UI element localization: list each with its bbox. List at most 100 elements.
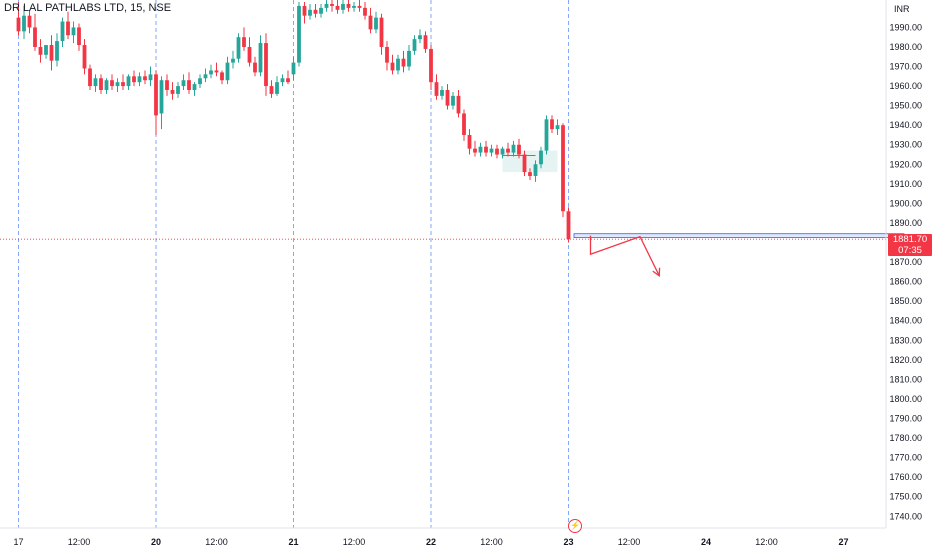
price-tick-label: 1920.00 [889,159,922,169]
candle [242,27,246,51]
price-tick-label: 1960.00 [889,81,922,91]
candle [214,62,219,77]
candle [297,2,301,67]
time-axis[interactable]: 17 12:00 20 12:00 21 12:00 22 12:00 23 12:00 24 12:… [13,537,848,547]
candle [451,91,455,110]
projection-layer[interactable] [589,235,661,277]
candle-body [385,46,389,63]
candle-body [33,27,37,47]
candle-body [566,211,571,240]
candle-body [357,5,362,8]
price-tick-label: 1900.00 [889,198,922,208]
candle [110,74,114,90]
candle-body [126,76,131,87]
candle-body [539,150,543,165]
candle [27,9,32,34]
candle-body [346,3,351,8]
candle-body [110,80,114,87]
price-tick-label: 1800.00 [889,394,922,404]
time-tick-label: 12:00 [68,537,91,547]
candle-body [286,78,290,83]
candle-body [324,3,329,8]
candle-body [550,119,554,130]
candle-body [302,5,307,16]
price-tick-label: 1830.00 [889,335,922,345]
candle [445,84,450,110]
price-tick-label: 1950.00 [889,101,922,111]
candle-body [181,80,186,87]
candle-body [77,27,81,46]
candle [363,2,367,20]
candle-body [93,78,98,87]
candle-body [269,86,274,94]
price-tick-label: 1860.00 [889,277,922,287]
candle-body [528,172,532,177]
candle [566,207,571,243]
candle-body [308,9,312,16]
candle [434,74,439,100]
candle-body [330,3,334,6]
candle [401,50,406,73]
candle-body [533,164,538,177]
lightning-icon[interactable]: ⚡ [568,519,582,533]
candle-body [49,45,54,61]
candle [126,74,131,90]
candle [154,70,158,135]
candle [165,74,169,96]
candle-body [27,15,32,28]
price-tick-label: 1760.00 [889,472,922,482]
candle [159,76,164,130]
time-tick-label: 21 [288,537,298,547]
candle [473,140,477,157]
candle [313,3,318,18]
time-tick-label: 17 [13,537,23,547]
candle-body [88,68,92,87]
candle-body [71,27,76,36]
projection-arrow [589,235,660,277]
candle [550,115,554,134]
candle-body [258,43,263,73]
candle [517,138,521,159]
candle-body [363,7,367,16]
candle-body [137,76,142,83]
candle [368,7,373,34]
candle [319,3,323,18]
candle [341,0,345,14]
last-price-badge: 1881.70 07:35 [888,234,932,256]
candle-body [143,76,147,81]
candle-body [187,80,191,90]
candle [396,54,400,75]
candle [132,70,136,87]
time-tick-label: 22 [426,537,436,547]
candle-body [132,76,136,83]
time-tick-label: 27 [838,537,848,547]
candle-body [253,62,257,73]
candle-body [456,95,461,114]
candle-body [352,5,356,8]
currency-label: INR [894,4,910,14]
candle [533,160,538,182]
candle [115,78,120,92]
price-tick-label: 1910.00 [889,179,922,189]
candle-body [44,45,48,55]
candle-body [82,45,87,69]
price-tick-label: 1750.00 [889,492,922,502]
candle [209,64,213,79]
candle-body [440,89,444,96]
candle-body [412,39,417,51]
candle-body [335,5,340,10]
candle [500,146,505,159]
candle [93,74,98,92]
price-axis[interactable]: 1990.00 1980.00 1970.00 1960.00 1950.00 1940.… [889,22,922,521]
candle [71,21,76,44]
candle-body [544,119,549,151]
candle-body [148,74,153,81]
candle [99,74,103,94]
candle [236,33,241,63]
candle [335,0,340,14]
candle-body [451,95,455,106]
candle-body [374,17,378,30]
candle [258,35,263,77]
candle-body [198,78,202,85]
